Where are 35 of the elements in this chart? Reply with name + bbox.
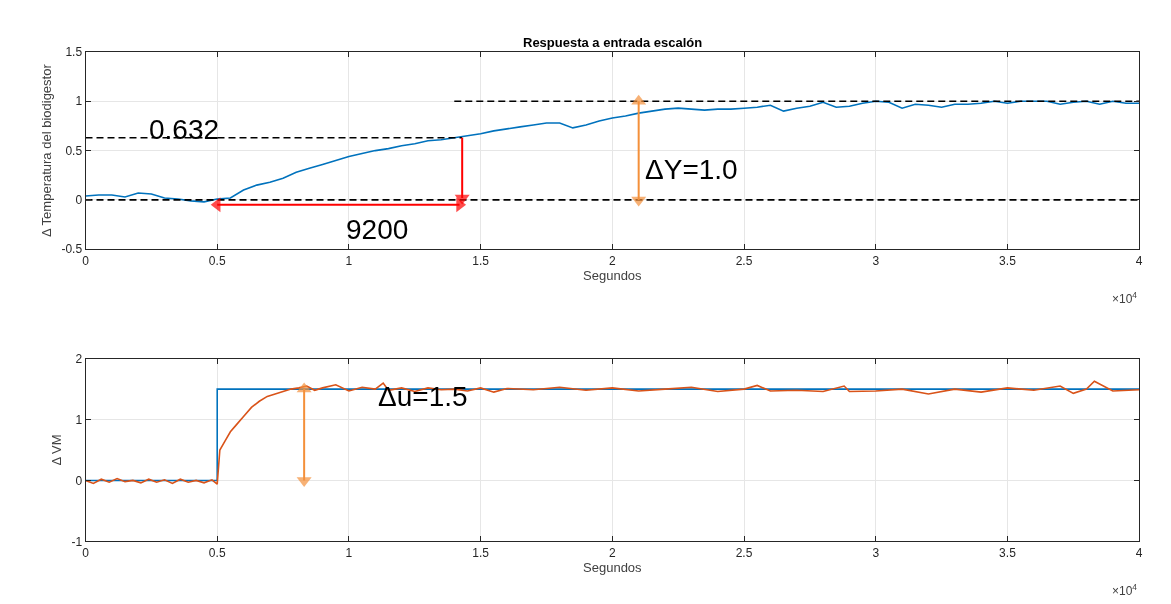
y-tick-label: 1.5 (65, 45, 83, 60)
x-tick-label: 4 (1135, 545, 1143, 560)
x-tick-label: 3 (872, 253, 880, 268)
y-tick-label: 0.5 (65, 143, 83, 158)
y-tick-label: -1 (71, 534, 83, 549)
x-tick-label: 3 (872, 545, 880, 560)
x-tick-label: 1 (345, 545, 353, 560)
x-tick-label: 2 (608, 545, 616, 560)
y-tick-label: 1 (75, 412, 83, 427)
x-axis-title: Segundos (583, 268, 643, 284)
x-tick-label: 2.5 (735, 545, 753, 560)
y-axis-title: Δ VM (49, 434, 65, 466)
annotation: ΔY=1.0 (645, 154, 738, 185)
y-tick-label: 0 (75, 193, 83, 208)
x-tick-label: 3.5 (999, 545, 1017, 560)
text: ×10$^{4}$ (1112, 290, 1138, 307)
y-axis-title: Δ Temperatura del biodigestor (39, 63, 55, 237)
x-tick-label: 0.5 (208, 253, 226, 268)
annotation: Δu=1.5 (378, 381, 468, 412)
x-tick-label: 1.5 (472, 253, 490, 268)
x-tick-label: 2 (608, 253, 616, 268)
x-tick-label: 4 (1135, 253, 1143, 268)
x-tick-label: 0.5 (208, 545, 226, 560)
y-tick-label: 0 (75, 473, 83, 488)
x-tick-label: 1 (345, 253, 353, 268)
y-tick-label: 2 (75, 351, 83, 366)
text: ×10$^{4}$ (1112, 582, 1138, 599)
x-tick-label: 1.5 (472, 545, 490, 560)
y-tick-label: 1 (75, 94, 83, 109)
annotation: 9200 (346, 214, 409, 245)
x-tick-label: 3.5 (999, 253, 1017, 268)
y-tick-label: -0.5 (61, 242, 83, 257)
chart-title: Respuesta a entrada escalón (523, 35, 703, 50)
x-tick-label: 2.5 (735, 253, 753, 268)
x-axis-title: Segundos (583, 560, 643, 576)
